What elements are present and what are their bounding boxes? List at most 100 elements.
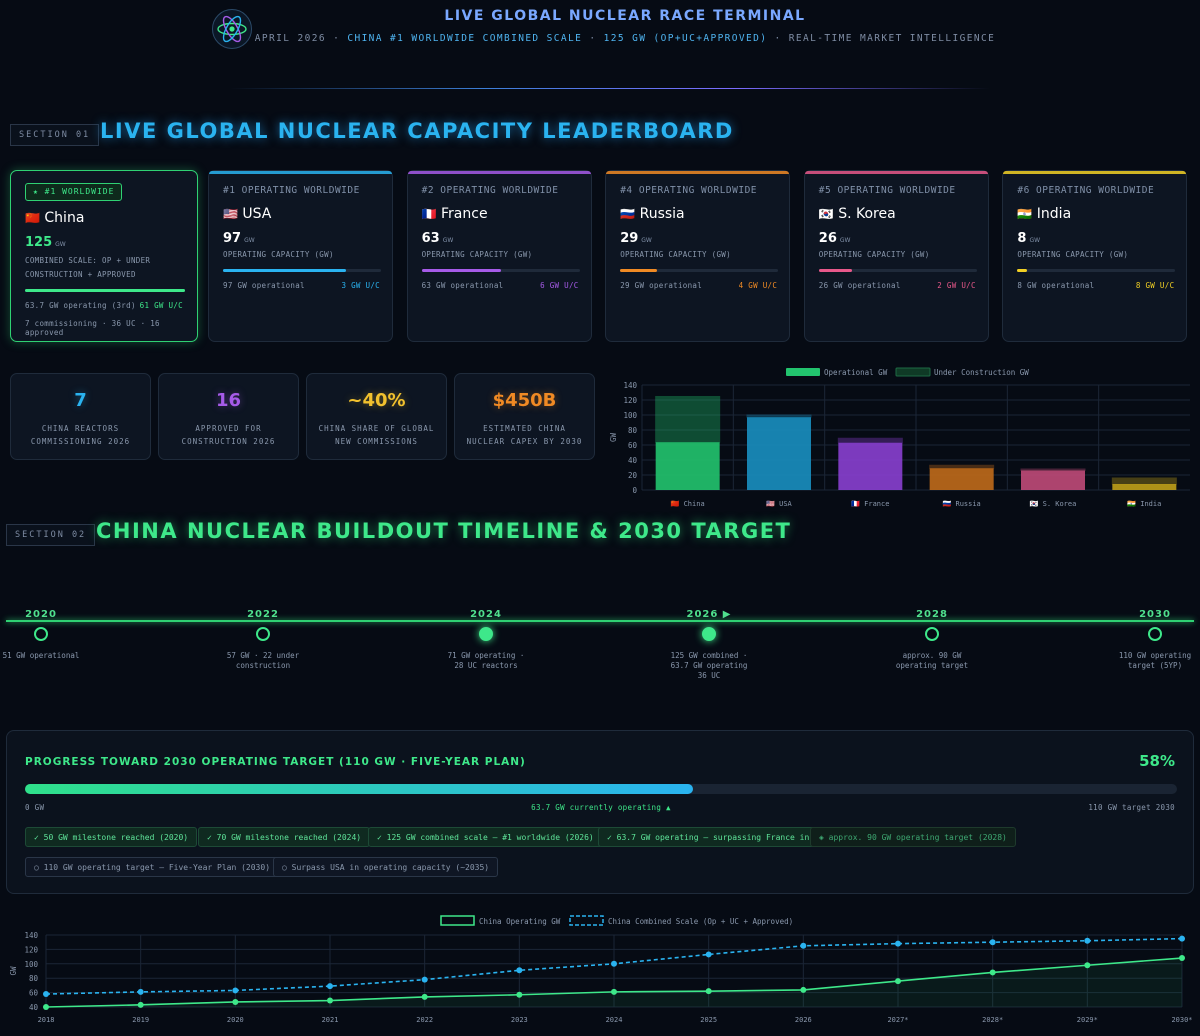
y-tick-label: 100 <box>24 960 38 969</box>
timeline-node[interactable] <box>1148 627 1162 641</box>
stat-box: $450B ESTIMATED CHINA NUCLEAR CAPEX BY 2… <box>454 373 595 460</box>
uc-text: 2 GW U/C <box>937 281 976 290</box>
data-point <box>1084 937 1091 944</box>
timeline-label-line: 63.7 GW operating <box>670 661 748 670</box>
capacity-value: 125 GW <box>25 235 66 250</box>
data-point <box>705 951 712 958</box>
x-tick-label: 2030* <box>1171 1016 1192 1024</box>
stat-box: 7 CHINA REACTORS COMMISSIONING 2026 <box>10 373 151 460</box>
stat-label-line: APPROVED FOR <box>195 424 262 433</box>
card-accent <box>804 171 988 174</box>
leaderboard-card[interactable]: #1 OPERATING WORLDWIDE 🇺🇸 USA 97 GW OPERA… <box>208 170 393 342</box>
stat-label: CHINA SHARE OF GLOBAL NEW COMMISSIONS <box>307 422 446 448</box>
x-tick-label: 2028* <box>982 1016 1003 1024</box>
stat-label-line: CHINA SHARE OF GLOBAL <box>318 424 435 433</box>
data-point <box>1179 935 1185 942</box>
capacity-value: 26 GW <box>819 231 851 246</box>
x-tick-label: 2025 <box>700 1016 717 1024</box>
capacity-number: 63 <box>421 231 440 246</box>
x-tick-label: 🇨🇳 China <box>671 500 705 508</box>
data-point <box>895 940 901 947</box>
subtitle-separator: · <box>589 33 597 44</box>
leaderboard-card-china[interactable]: ★ #1 WORLDWIDE 🇨🇳 China 125 GW COMBINED S… <box>10 170 198 342</box>
timeline-year: 2026 ▶ <box>686 609 732 620</box>
uc-text: 61 GW U/C <box>139 301 183 310</box>
desc-line: COMBINED SCALE: OP + UNDER <box>25 256 151 265</box>
leaderboard-card[interactable]: #6 OPERATING WORLDWIDE 🇮🇳 India 8 GW OPER… <box>1002 170 1188 342</box>
legend-swatch <box>440 915 475 926</box>
capacity-progress-fill <box>421 269 501 272</box>
y-tick-label: 0 <box>632 486 637 495</box>
card-accent <box>407 171 591 174</box>
timeline-year: 2020 <box>25 609 57 620</box>
capacity-value: 29 GW <box>620 231 652 246</box>
card-accent <box>606 171 790 174</box>
stat-value: 16 <box>215 390 242 411</box>
operating-text: 63.7 GW operating (3rd) <box>25 301 136 310</box>
timeline-node[interactable] <box>479 627 493 641</box>
y-tick-label: 80 <box>628 426 638 435</box>
x-tick-label: 2026 <box>795 1016 812 1024</box>
y-tick-label: 40 <box>628 456 638 465</box>
flag-icon: 🇫🇷 <box>421 207 437 221</box>
stat-box: 16 APPROVED FOR CONSTRUCTION 2026 <box>158 373 299 460</box>
stat-box: ~40% CHINA SHARE OF GLOBAL NEW COMMISSIO… <box>306 373 447 460</box>
uc-text: 3 GW U/C <box>341 281 380 290</box>
timeline-label-line: 51 GW operational <box>2 651 80 660</box>
timeline-node[interactable] <box>925 627 939 641</box>
progress-panel: PROGRESS TOWARD 2030 OPERATING TARGET (1… <box>6 730 1194 894</box>
capacity-value: 97 GW <box>223 231 255 246</box>
capacity-label: OPERATING CAPACITY (GW) <box>421 250 533 259</box>
data-point <box>516 991 523 998</box>
x-tick-label: 2023 <box>511 1016 528 1024</box>
capacity-number: 26 <box>818 231 837 246</box>
y-tick-label: 80 <box>29 974 39 983</box>
capacity-progress-bar <box>25 289 185 292</box>
y-tick-label: 100 <box>623 411 637 420</box>
data-point <box>43 991 49 998</box>
x-tick-label: 2020 <box>227 1016 244 1024</box>
capacity-value: 63 GW <box>422 231 454 246</box>
bar-operational <box>838 442 903 490</box>
timeline-node[interactable] <box>34 627 48 641</box>
timeline-year: 2028 <box>916 609 948 620</box>
capacity-description: COMBINED SCALE: OP + UNDER CONSTRUCTION … <box>25 254 150 282</box>
rank-label: #1 OPERATING WORLDWIDE <box>223 185 360 196</box>
card-accent <box>209 171 392 174</box>
x-tick-label: 2027* <box>887 1016 908 1024</box>
capacity-number: 29 <box>620 231 639 246</box>
data-point <box>1084 962 1091 969</box>
uc-text: 8 GW U/C <box>1135 281 1175 290</box>
milestone-chip: ◈ approx. 90 GW operating target (2028) <box>810 827 1016 847</box>
x-tick-label: 🇮🇳 India <box>1127 500 1161 508</box>
leaderboard-card[interactable]: #5 OPERATING WORLDWIDE 🇰🇷 S. Korea 26 GW … <box>803 170 989 342</box>
data-point <box>516 967 523 974</box>
y-tick-label: 60 <box>628 441 638 450</box>
flag-icon: 🇷🇺 <box>620 207 636 221</box>
stat-value: $450B <box>492 390 557 411</box>
capacity-progress-fill <box>620 269 657 272</box>
legend-label: Under Construction GW <box>934 368 1029 377</box>
timeline-label-line: 57 GW · 22 under <box>226 651 300 660</box>
y-tick-label: 40 <box>29 1003 39 1012</box>
country-name-text: S. Korea <box>838 206 896 222</box>
capacity-progress-fill <box>818 269 852 272</box>
legend-label: China Combined Scale (Op + UC + Approved… <box>608 917 793 926</box>
capacity-unit: GW <box>442 237 454 244</box>
timeline-node[interactable] <box>256 627 270 641</box>
capacity-number: 8 <box>1017 231 1027 246</box>
timeline-year: 2024 <box>470 609 502 620</box>
capacity-label: OPERATING CAPACITY (GW) <box>1017 250 1129 259</box>
section-tag: SECTION 02 <box>6 524 96 546</box>
leaderboard-card[interactable]: #4 OPERATING WORLDWIDE 🇷🇺 Russia 29 GW OP… <box>605 170 791 342</box>
y-tick-label: 140 <box>24 931 38 940</box>
capacity-unit: GW <box>1029 237 1041 244</box>
legend-swatch <box>786 368 820 376</box>
china-growth-line-chart: 40 60 80 100 120 140 GW 2018 2019 2020 2021 2022 202… <box>9 915 1193 1024</box>
leaderboard-card[interactable]: #2 OPERATING WORLDWIDE 🇫🇷 France 63 GW OP… <box>406 170 592 342</box>
progress-max-label: 110 GW target 2030 <box>1088 803 1175 812</box>
target-progress-fill <box>25 784 694 794</box>
timeline-node[interactable] <box>702 627 716 641</box>
legend-swatch <box>895 367 931 377</box>
timeline-label-line: construction <box>235 661 291 670</box>
